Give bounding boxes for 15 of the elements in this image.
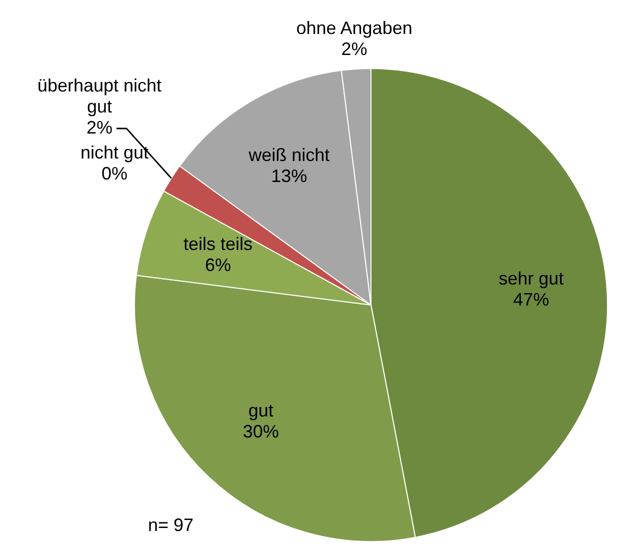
data-label: 47% [513, 289, 550, 310]
category-label: nicht gut [80, 142, 149, 162]
data-label: 6% [205, 254, 232, 275]
data-label: 2% [341, 38, 368, 59]
data-label: 13% [271, 166, 308, 186]
data-label: 2% [86, 117, 112, 138]
data-label: 30% [242, 422, 279, 442]
slice-label: überhaupt nicht gut [37, 75, 162, 116]
text: n= 97 [148, 514, 194, 535]
slice-label: sehr gut [498, 268, 564, 288]
slice-label: teils teils [184, 234, 253, 254]
slice-label: ohne Angaben [296, 18, 412, 38]
slice-label: weiß nicht [248, 145, 330, 166]
text: 0% [102, 163, 128, 184]
slice-label: gut [248, 400, 274, 421]
